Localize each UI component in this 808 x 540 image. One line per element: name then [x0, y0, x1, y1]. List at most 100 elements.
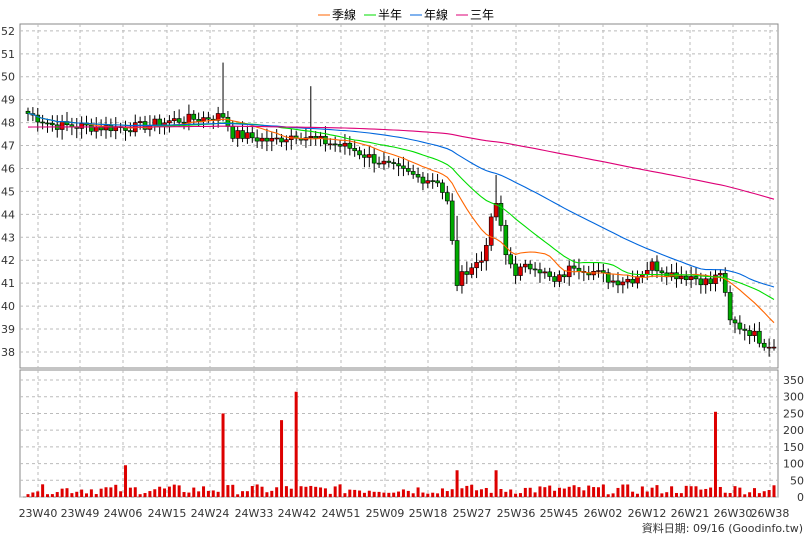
- price-tick-label: 44: [1, 208, 15, 221]
- candle-body: [615, 280, 621, 286]
- volume-bar: [665, 492, 669, 497]
- legend-label-0: 季線: [332, 7, 356, 22]
- legend: 季線 半年 年線 三年: [318, 7, 494, 22]
- volume-bar: [333, 486, 337, 497]
- candle-body: [230, 126, 236, 139]
- candle-body: [742, 328, 748, 331]
- candle-body: [415, 174, 421, 178]
- volume-bar: [187, 492, 191, 497]
- volume-bar: [94, 494, 98, 497]
- volume-tick-label: 50: [790, 474, 804, 487]
- candle-body: [191, 113, 197, 120]
- volume-bar: [192, 487, 196, 497]
- candle-body: [308, 136, 314, 139]
- candle-body: [547, 271, 553, 277]
- candle-body: [93, 126, 99, 132]
- volume-bar: [46, 494, 50, 497]
- volume-bar: [148, 491, 152, 497]
- volume-bar: [528, 487, 532, 497]
- volume-tick-label: 100: [783, 458, 804, 471]
- volume-bar: [752, 488, 756, 497]
- candle-body: [493, 203, 499, 218]
- candle-body: [269, 137, 275, 142]
- candle-body: [459, 271, 465, 286]
- candle-body: [654, 261, 660, 272]
- volume-bar: [280, 420, 284, 497]
- ma-line-3: [27, 125, 775, 200]
- candle-body: [469, 267, 474, 275]
- candle-body: [89, 124, 94, 132]
- volume-bar: [684, 485, 688, 497]
- candle-body: [367, 154, 372, 158]
- price-panel: 38 39 40 41 42 43 44 45 46 47 48 49 50 51 52: [1, 23, 779, 369]
- volume-bar: [553, 490, 557, 497]
- volume-bar: [26, 494, 30, 497]
- candle-body: [518, 266, 523, 276]
- candle-body: [683, 275, 689, 281]
- volume-bar: [289, 488, 293, 497]
- volume-bar: [557, 487, 561, 497]
- candle-body: [527, 263, 533, 270]
- volume-bar: [592, 487, 596, 497]
- candle-body: [620, 281, 626, 286]
- volume-bar: [158, 486, 162, 497]
- volume-bar: [431, 492, 435, 497]
- volume-bar: [704, 488, 708, 497]
- candle-body: [718, 273, 723, 276]
- volume-bar: [582, 490, 586, 497]
- price-tick-label: 38: [1, 346, 15, 359]
- volume-bar: [382, 492, 386, 497]
- volume-bar: [436, 493, 440, 497]
- candle-body: [328, 143, 333, 146]
- x-tick-label: 23W49: [61, 507, 100, 520]
- volume-bar: [616, 487, 620, 497]
- price-tick-label: 41: [1, 277, 15, 290]
- candle-body: [659, 270, 665, 274]
- volume-bar: [392, 492, 396, 497]
- x-tick-label: 25W27: [453, 507, 492, 520]
- volume-bar: [270, 490, 274, 497]
- volume-bar: [163, 488, 167, 497]
- volume-bar: [41, 484, 45, 497]
- candle-body: [562, 274, 567, 278]
- candle-body: [508, 254, 514, 265]
- x-tick-label: 26W02: [584, 507, 623, 520]
- candle-body: [454, 240, 460, 286]
- candle-body: [186, 113, 192, 124]
- volume-bar: [109, 487, 113, 497]
- price-tick-label: 40: [1, 300, 15, 313]
- volume-bar: [328, 493, 332, 497]
- price-tick-label: 43: [1, 231, 15, 244]
- volume-bar: [377, 491, 381, 497]
- legend-label-1: 半年: [378, 8, 402, 22]
- candle-body: [484, 245, 489, 262]
- candle-body: [357, 150, 362, 156]
- volume-bar: [206, 490, 210, 497]
- candle-body: [128, 130, 133, 133]
- x-tick-label: 25W36: [497, 507, 536, 520]
- volume-bar: [767, 490, 771, 497]
- volume-bar: [241, 491, 245, 497]
- volume-bar: [587, 485, 591, 497]
- candle-body: [347, 142, 353, 149]
- candle-body: [479, 260, 484, 263]
- volume-bar: [143, 493, 147, 497]
- volume-bar: [55, 492, 59, 497]
- x-tick-label: 23W40: [19, 507, 58, 520]
- candle-body: [708, 278, 713, 284]
- volume-bar: [65, 488, 69, 497]
- candle-body: [644, 270, 650, 275]
- candle-body: [571, 265, 577, 269]
- x-tick-label: 26W21: [671, 507, 710, 520]
- x-tick-label: 24W51: [322, 507, 361, 520]
- volume-tick-label: 250: [783, 407, 804, 420]
- x-axis: 23W40 23W49 24W06 24W15 24W24 24W33 24W42 24W51…: [19, 507, 790, 520]
- volume-bar: [362, 492, 366, 497]
- candle-body: [761, 342, 767, 348]
- candle-body: [542, 271, 548, 274]
- candle-body: [713, 274, 718, 284]
- price-tick-label: 49: [1, 94, 15, 107]
- volume-bar: [50, 494, 54, 497]
- candle-body: [464, 271, 470, 275]
- ma-line-2: [27, 112, 775, 288]
